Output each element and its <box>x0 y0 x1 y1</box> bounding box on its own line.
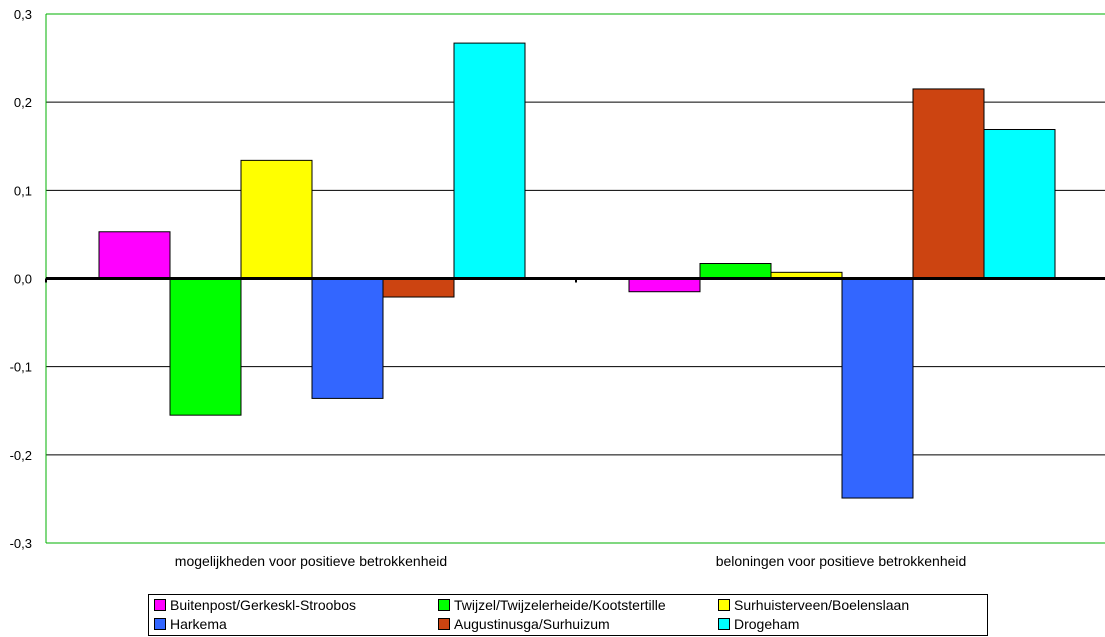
legend-swatch <box>438 618 450 630</box>
axes <box>45 14 1105 543</box>
bar <box>628 278 701 293</box>
legend-label: Harkema <box>170 616 227 632</box>
legend-label: Surhuisterveen/Boelenslaan <box>734 597 910 613</box>
y-tick-label: 0,3 <box>14 7 32 22</box>
bar <box>169 278 242 416</box>
legend-label: Augustinusga/Surhuizum <box>454 616 610 632</box>
bar <box>983 128 1056 279</box>
legend-item: Harkema <box>154 616 227 632</box>
x-tick-label: beloningen voor positieve betrokkenheid <box>716 553 967 569</box>
bar <box>311 278 384 399</box>
legend: Buitenpost/Gerkeskl-Stroobos Twijzel/Twij… <box>148 594 988 636</box>
legend-item: Buitenpost/Gerkeskl-Stroobos <box>154 597 356 613</box>
y-tick-label: 0,0 <box>14 272 32 287</box>
bar <box>240 159 313 280</box>
legend-swatch <box>718 599 730 611</box>
x-tick-label: mogelijkheden voor positieve betrokkenhe… <box>175 553 447 569</box>
y-tick-label: -0,2 <box>10 448 32 463</box>
legend-item: Augustinusga/Surhuizum <box>438 616 610 632</box>
y-tick-label: 0,2 <box>14 95 32 110</box>
y-tick-label: -0,3 <box>10 536 32 551</box>
legend-swatch <box>718 618 730 630</box>
bar <box>699 263 772 279</box>
legend-swatch <box>154 599 166 611</box>
x-tick-labels: mogelijkheden voor positieve betrokkenhe… <box>175 553 967 569</box>
legend-swatch <box>154 618 166 630</box>
y-tick-label: 0,1 <box>14 183 32 198</box>
y-tick-labels: 0,3 0,2 0,1 0,0 -0,1 -0,2 -0,3 <box>10 7 32 551</box>
y-tick-label: -0,1 <box>10 360 32 375</box>
bar <box>841 278 914 499</box>
bar <box>98 231 171 279</box>
bar-chart: 0,3 0,2 0,1 0,0 -0,1 -0,2 -0,3 mogelijkheden v… <box>10 7 1105 569</box>
legend-label: Drogeham <box>734 616 800 632</box>
legend-label: Buitenpost/Gerkeskl-Stroobos <box>170 597 356 613</box>
bar <box>912 88 985 279</box>
legend-swatch <box>438 599 450 611</box>
bar <box>453 42 526 279</box>
legend-item: Surhuisterveen/Boelenslaan <box>718 597 909 613</box>
legend-item: Drogeham <box>718 616 799 632</box>
bar <box>382 278 455 298</box>
bars <box>98 42 1056 499</box>
legend-label: Twijzel/Twijzelerheide/Kootstertille <box>454 597 666 613</box>
legend-item: Twijzel/Twijzelerheide/Kootstertille <box>438 597 666 613</box>
